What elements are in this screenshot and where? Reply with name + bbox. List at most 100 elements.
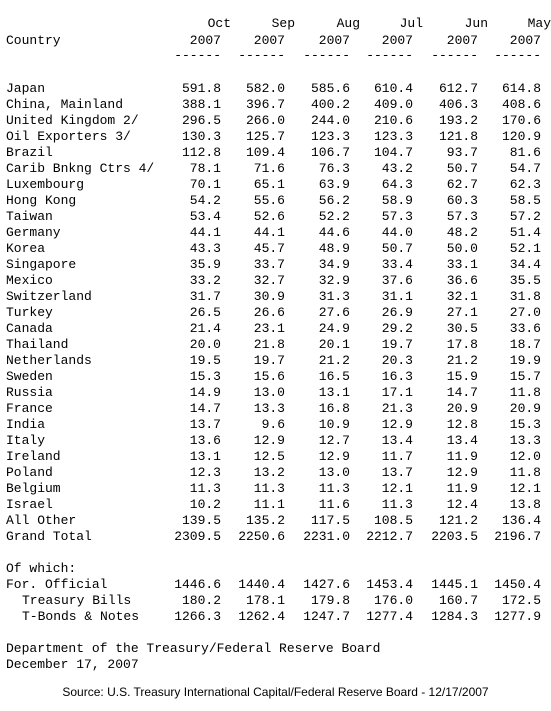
year: 2007 [509,33,541,48]
cell: 26.6 [253,305,285,320]
cell: 27.1 [446,305,478,320]
cell: 16.8 [318,401,350,416]
cell: 50.7 [381,241,413,256]
cell: 13.3 [509,433,541,448]
country: Taiwan [6,209,53,224]
cell: 172.5 [501,593,541,608]
cell: 33.4 [381,257,413,272]
cell: 19.7 [253,353,285,368]
cell: 52.1 [509,241,541,256]
country: Mexico [6,273,53,288]
country: United Kingdom 2/ [6,113,139,128]
cell: 62.7 [446,177,478,192]
cell: 136.4 [501,513,541,528]
cell: 70.1 [189,177,221,192]
cell: 9.6 [261,417,285,432]
cell: 18.7 [509,337,541,352]
cell: 20.1 [318,337,350,352]
year: 2007 [253,33,285,48]
cell: 11.8 [509,465,541,480]
cell: 48.9 [318,241,350,256]
cell: 11.9 [446,481,478,496]
country: Treasury Bills [22,593,132,608]
year: 2007 [189,33,221,48]
cell: 57.2 [509,209,541,224]
cell: 178.1 [245,593,285,608]
cell: 614.8 [501,81,541,96]
country: Luxembourg [6,177,85,192]
cell: 1277.4 [366,609,413,624]
cell: 2203.5 [431,529,478,544]
cell: 193.2 [438,113,478,128]
cell: 51.4 [509,225,541,240]
cell: 20.3 [381,353,413,368]
cell: 11.3 [381,497,413,512]
year: 2007 [381,33,413,48]
cell: 610.4 [373,81,413,96]
cell: 21.2 [446,353,478,368]
country: Germany [6,225,61,240]
cell: 36.6 [446,273,478,288]
cell: 12.4 [446,497,478,512]
rule: ------ [366,48,413,63]
cell: 13.4 [381,433,413,448]
month: Jun [464,16,488,31]
cell: 19.9 [509,353,541,368]
cell: 54.7 [509,161,541,176]
cell: 2196.7 [494,529,541,544]
source: Source: U.S. Treasury International Capi… [62,685,489,699]
cell: 32.9 [318,273,350,288]
country: Israel [6,497,53,512]
cell: 125.7 [245,129,285,144]
cell: 31.7 [189,289,221,304]
country: Sweden [6,369,53,384]
year: 2007 [318,33,350,48]
cell: 33.2 [189,273,221,288]
cell: 32.7 [253,273,285,288]
cell: 30.9 [253,289,285,304]
cell: 12.1 [509,481,541,496]
cell: 406.3 [438,97,478,112]
column-header: Country [6,33,61,48]
cell: 15.7 [509,369,541,384]
country: Netherlands [6,353,92,368]
country: Thailand [6,337,69,352]
country: China, Mainland [6,97,124,112]
cell: 109.4 [245,145,285,160]
footer-line: December 17, 2007 [6,657,139,672]
cell: 104.7 [373,145,413,160]
cell: 11.3 [253,481,285,496]
cell: 13.7 [381,465,413,480]
cell: 93.7 [446,145,478,160]
cell: 176.0 [373,593,413,608]
country: France [6,401,53,416]
cell: 17.1 [381,385,413,400]
cell: 400.2 [310,97,350,112]
cell: 12.9 [446,465,478,480]
cell: 13.6 [189,433,221,448]
country: Switzerland [6,289,92,304]
cell: 52.2 [318,209,350,224]
cell: 44.0 [381,225,413,240]
cell: 14.7 [446,385,478,400]
cell: 15.6 [253,369,285,384]
cell: 2250.6 [238,529,285,544]
cell: 57.3 [446,209,478,224]
cell: 29.2 [381,321,413,336]
cell: 34.9 [318,257,350,272]
cell: 106.7 [310,145,350,160]
cell: 1446.6 [174,577,221,592]
country: Singapore [6,257,77,272]
cell: 13.8 [509,497,541,512]
country: For. Official [6,577,108,592]
cell: 409.0 [373,97,413,112]
cell: 1445.1 [431,577,478,592]
country: Russia [6,385,53,400]
country: Carib Bnkng Ctrs 4/ [6,161,155,176]
cell: 21.3 [381,401,413,416]
cell: 120.9 [501,129,541,144]
cell: 13.1 [318,385,350,400]
country: Turkey [6,305,53,320]
cell: 26.5 [189,305,221,320]
